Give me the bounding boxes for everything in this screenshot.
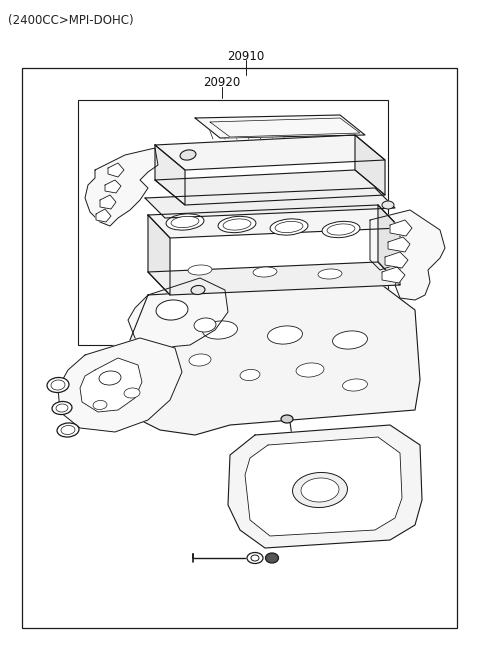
Ellipse shape [270,219,308,235]
Polygon shape [108,163,124,177]
Ellipse shape [275,221,303,233]
Polygon shape [385,252,408,268]
Bar [78,100,388,345]
Polygon shape [148,262,400,295]
Ellipse shape [189,354,211,366]
Polygon shape [100,195,116,209]
Polygon shape [155,170,385,205]
Polygon shape [128,278,228,348]
Polygon shape [148,205,400,238]
Ellipse shape [240,369,260,381]
Ellipse shape [124,388,140,398]
Ellipse shape [203,321,238,339]
Polygon shape [155,135,385,170]
Ellipse shape [93,400,107,409]
Text: 20910: 20910 [228,50,264,63]
Ellipse shape [194,318,216,332]
Text: (2400CC>MPI-DOHC): (2400CC>MPI-DOHC) [8,14,133,27]
Polygon shape [80,358,142,412]
Polygon shape [128,282,420,435]
Ellipse shape [171,216,199,228]
Ellipse shape [327,224,355,235]
Ellipse shape [322,221,360,238]
Polygon shape [155,145,185,205]
Ellipse shape [292,472,348,508]
Polygon shape [58,338,182,432]
Polygon shape [390,220,412,236]
Polygon shape [382,267,405,283]
Polygon shape [370,210,445,300]
Ellipse shape [166,214,204,230]
Ellipse shape [251,555,259,561]
Ellipse shape [218,216,256,233]
Polygon shape [245,437,402,536]
Ellipse shape [191,286,205,295]
Ellipse shape [156,300,188,320]
Ellipse shape [56,404,68,412]
Ellipse shape [47,377,69,392]
Ellipse shape [253,267,277,277]
Polygon shape [228,425,422,548]
Ellipse shape [99,371,121,385]
Ellipse shape [301,478,339,502]
Ellipse shape [267,326,302,344]
Ellipse shape [296,363,324,377]
Ellipse shape [343,379,368,391]
Ellipse shape [247,553,263,563]
Ellipse shape [333,331,368,349]
Ellipse shape [61,426,75,434]
Ellipse shape [281,415,293,423]
Polygon shape [355,135,385,195]
Polygon shape [148,215,170,295]
Polygon shape [210,118,360,137]
Polygon shape [105,180,121,193]
Text: 20920: 20920 [204,76,240,89]
Ellipse shape [223,219,251,230]
Ellipse shape [265,553,278,563]
Polygon shape [85,148,158,226]
Ellipse shape [52,402,72,415]
Polygon shape [96,209,111,222]
Polygon shape [378,205,400,285]
Bar [22,68,457,628]
Ellipse shape [57,423,79,437]
Polygon shape [195,115,365,138]
Ellipse shape [318,269,342,279]
Polygon shape [388,237,410,252]
Polygon shape [145,188,395,218]
Ellipse shape [188,265,212,275]
Ellipse shape [382,201,394,209]
Ellipse shape [51,380,65,390]
Ellipse shape [180,150,196,160]
